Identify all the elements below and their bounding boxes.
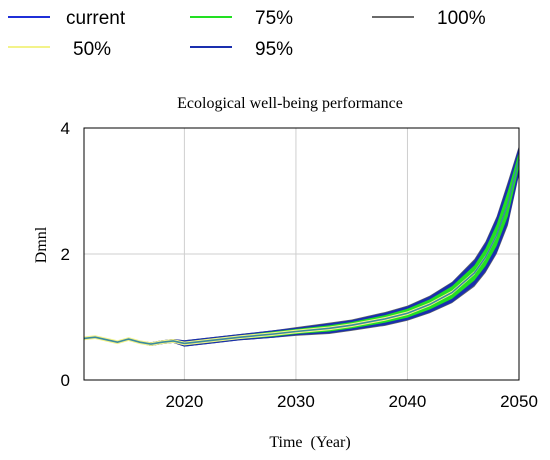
band-75 [84, 151, 519, 346]
band-50 [84, 157, 519, 346]
series-lines [83, 159, 520, 345]
band-95 [84, 146, 519, 347]
legend-label-75: 75% [255, 8, 293, 29]
chart-title: Ecological well-being performance [177, 95, 403, 112]
x-tick-label: 2030 [277, 392, 315, 411]
x-tick-label: 2050 [500, 392, 538, 411]
legend-label-50: 50% [73, 39, 111, 60]
y-tick-label: 4 [61, 119, 70, 138]
series-line-current [83, 159, 520, 345]
legend-label-95: 95% [255, 39, 293, 60]
legend-label-current: current [66, 8, 126, 29]
tick-labels: 2020 2030 2040 2050 0 2 4 [61, 119, 538, 411]
legend: current 75% 100% 50% 95% [8, 8, 486, 60]
legend-label-100: 100% [437, 8, 486, 29]
x-axis-label: Time (Year) [269, 434, 350, 451]
y-tick-label: 2 [61, 245, 70, 264]
x-tick-label: 2020 [165, 392, 203, 411]
confidence-bands [84, 145, 519, 347]
y-axis-label: Dmnl [33, 226, 50, 263]
y-tick-label: 0 [61, 371, 70, 390]
x-tick-label: 2040 [389, 392, 427, 411]
band-100 [84, 145, 519, 347]
plot-frame [83, 127, 520, 381]
